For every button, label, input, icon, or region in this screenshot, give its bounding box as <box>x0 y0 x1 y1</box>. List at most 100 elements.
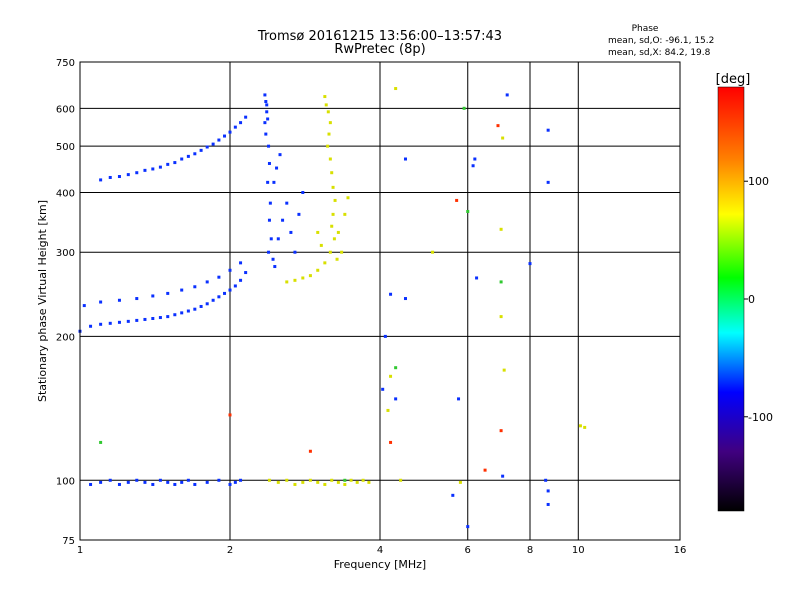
data-point <box>205 145 209 149</box>
data-point <box>319 243 323 247</box>
phase-summary-title: Phase <box>632 24 659 34</box>
x-tick-label: 2 <box>227 545 233 556</box>
x-tick-label: 16 <box>674 545 687 556</box>
data-point <box>336 230 340 234</box>
data-point <box>301 480 305 484</box>
data-point <box>233 284 237 288</box>
data-point <box>266 117 270 121</box>
data-point <box>108 321 112 325</box>
data-point <box>499 227 503 231</box>
data-point <box>501 136 505 140</box>
data-point <box>217 275 221 279</box>
data-point <box>583 425 587 429</box>
colorbar-ticks: 100 0 -100 <box>744 175 773 424</box>
data-point <box>99 300 103 304</box>
data-point <box>466 210 470 214</box>
phase-summary-x: mean, sd,X: 84.2, 19.8 <box>608 48 711 58</box>
colorbar-label: [deg] <box>716 72 751 87</box>
data-point <box>455 198 459 202</box>
plot-grid <box>79 61 681 541</box>
data-point <box>158 165 162 169</box>
data-point <box>89 482 93 486</box>
data-point <box>336 480 340 484</box>
data-point <box>263 93 267 97</box>
y-tick-label: 400 <box>56 188 75 199</box>
data-point <box>217 138 221 142</box>
scatter-points <box>78 87 587 529</box>
data-point <box>239 278 243 282</box>
data-point <box>180 288 184 292</box>
data-point <box>228 413 232 417</box>
data-point <box>544 478 548 482</box>
data-point <box>173 482 177 486</box>
data-point <box>546 180 550 184</box>
data-point <box>501 474 505 478</box>
data-point <box>117 298 121 302</box>
data-point <box>546 502 550 506</box>
data-point <box>326 110 330 114</box>
x-axis-label: Frequency [MHz] <box>334 558 426 571</box>
data-point <box>151 167 155 171</box>
data-point <box>223 291 227 295</box>
y-tick-label: 750 <box>56 58 75 69</box>
data-point <box>193 482 197 486</box>
data-point <box>108 478 112 482</box>
x-tick-label: 4 <box>377 545 383 556</box>
data-point <box>327 132 331 136</box>
data-point <box>180 311 184 315</box>
data-point <box>323 95 327 99</box>
data-point <box>483 468 487 472</box>
colorbar-tick-label: 100 <box>748 175 769 188</box>
data-point <box>293 482 297 486</box>
data-point <box>293 250 297 254</box>
data-point <box>289 230 293 234</box>
x-tick-label: 1 <box>77 545 83 556</box>
data-point <box>367 480 371 484</box>
data-point <box>126 173 130 177</box>
data-point <box>346 196 350 200</box>
data-point <box>328 121 332 125</box>
data-point <box>186 309 190 313</box>
data-point <box>239 261 243 265</box>
data-point <box>330 171 334 175</box>
data-point <box>166 315 170 319</box>
data-point <box>394 87 398 91</box>
data-point <box>151 294 155 298</box>
data-point <box>499 315 503 319</box>
data-point <box>99 322 103 326</box>
data-point <box>462 106 466 110</box>
data-point <box>158 316 162 320</box>
data-point <box>135 171 139 175</box>
data-point <box>328 250 332 254</box>
data-point <box>403 297 407 301</box>
data-point <box>578 424 582 428</box>
data-point <box>267 478 271 482</box>
data-point <box>268 201 272 205</box>
data-point <box>267 218 271 222</box>
data-point <box>281 218 285 222</box>
data-point <box>199 304 203 308</box>
data-point <box>475 276 479 280</box>
data-point <box>267 250 271 254</box>
data-point <box>502 368 506 372</box>
data-point <box>228 482 232 486</box>
data-point <box>269 237 273 241</box>
data-point <box>505 93 509 97</box>
data-point <box>297 212 301 216</box>
data-point <box>211 298 215 302</box>
data-point <box>471 164 475 168</box>
data-point <box>173 161 177 165</box>
data-point <box>205 280 209 284</box>
y-tick-label: 100 <box>56 476 75 487</box>
data-point <box>186 154 190 158</box>
y-tick-label: 600 <box>56 104 75 115</box>
chart-title-line1: Tromsø 20161215 13:56:00–13:57:43 <box>257 29 502 44</box>
data-point <box>233 125 237 129</box>
data-point <box>457 397 461 401</box>
data-point <box>166 480 170 484</box>
data-point <box>496 124 500 128</box>
data-point <box>316 480 320 484</box>
data-point <box>158 478 162 482</box>
data-point <box>180 157 184 161</box>
